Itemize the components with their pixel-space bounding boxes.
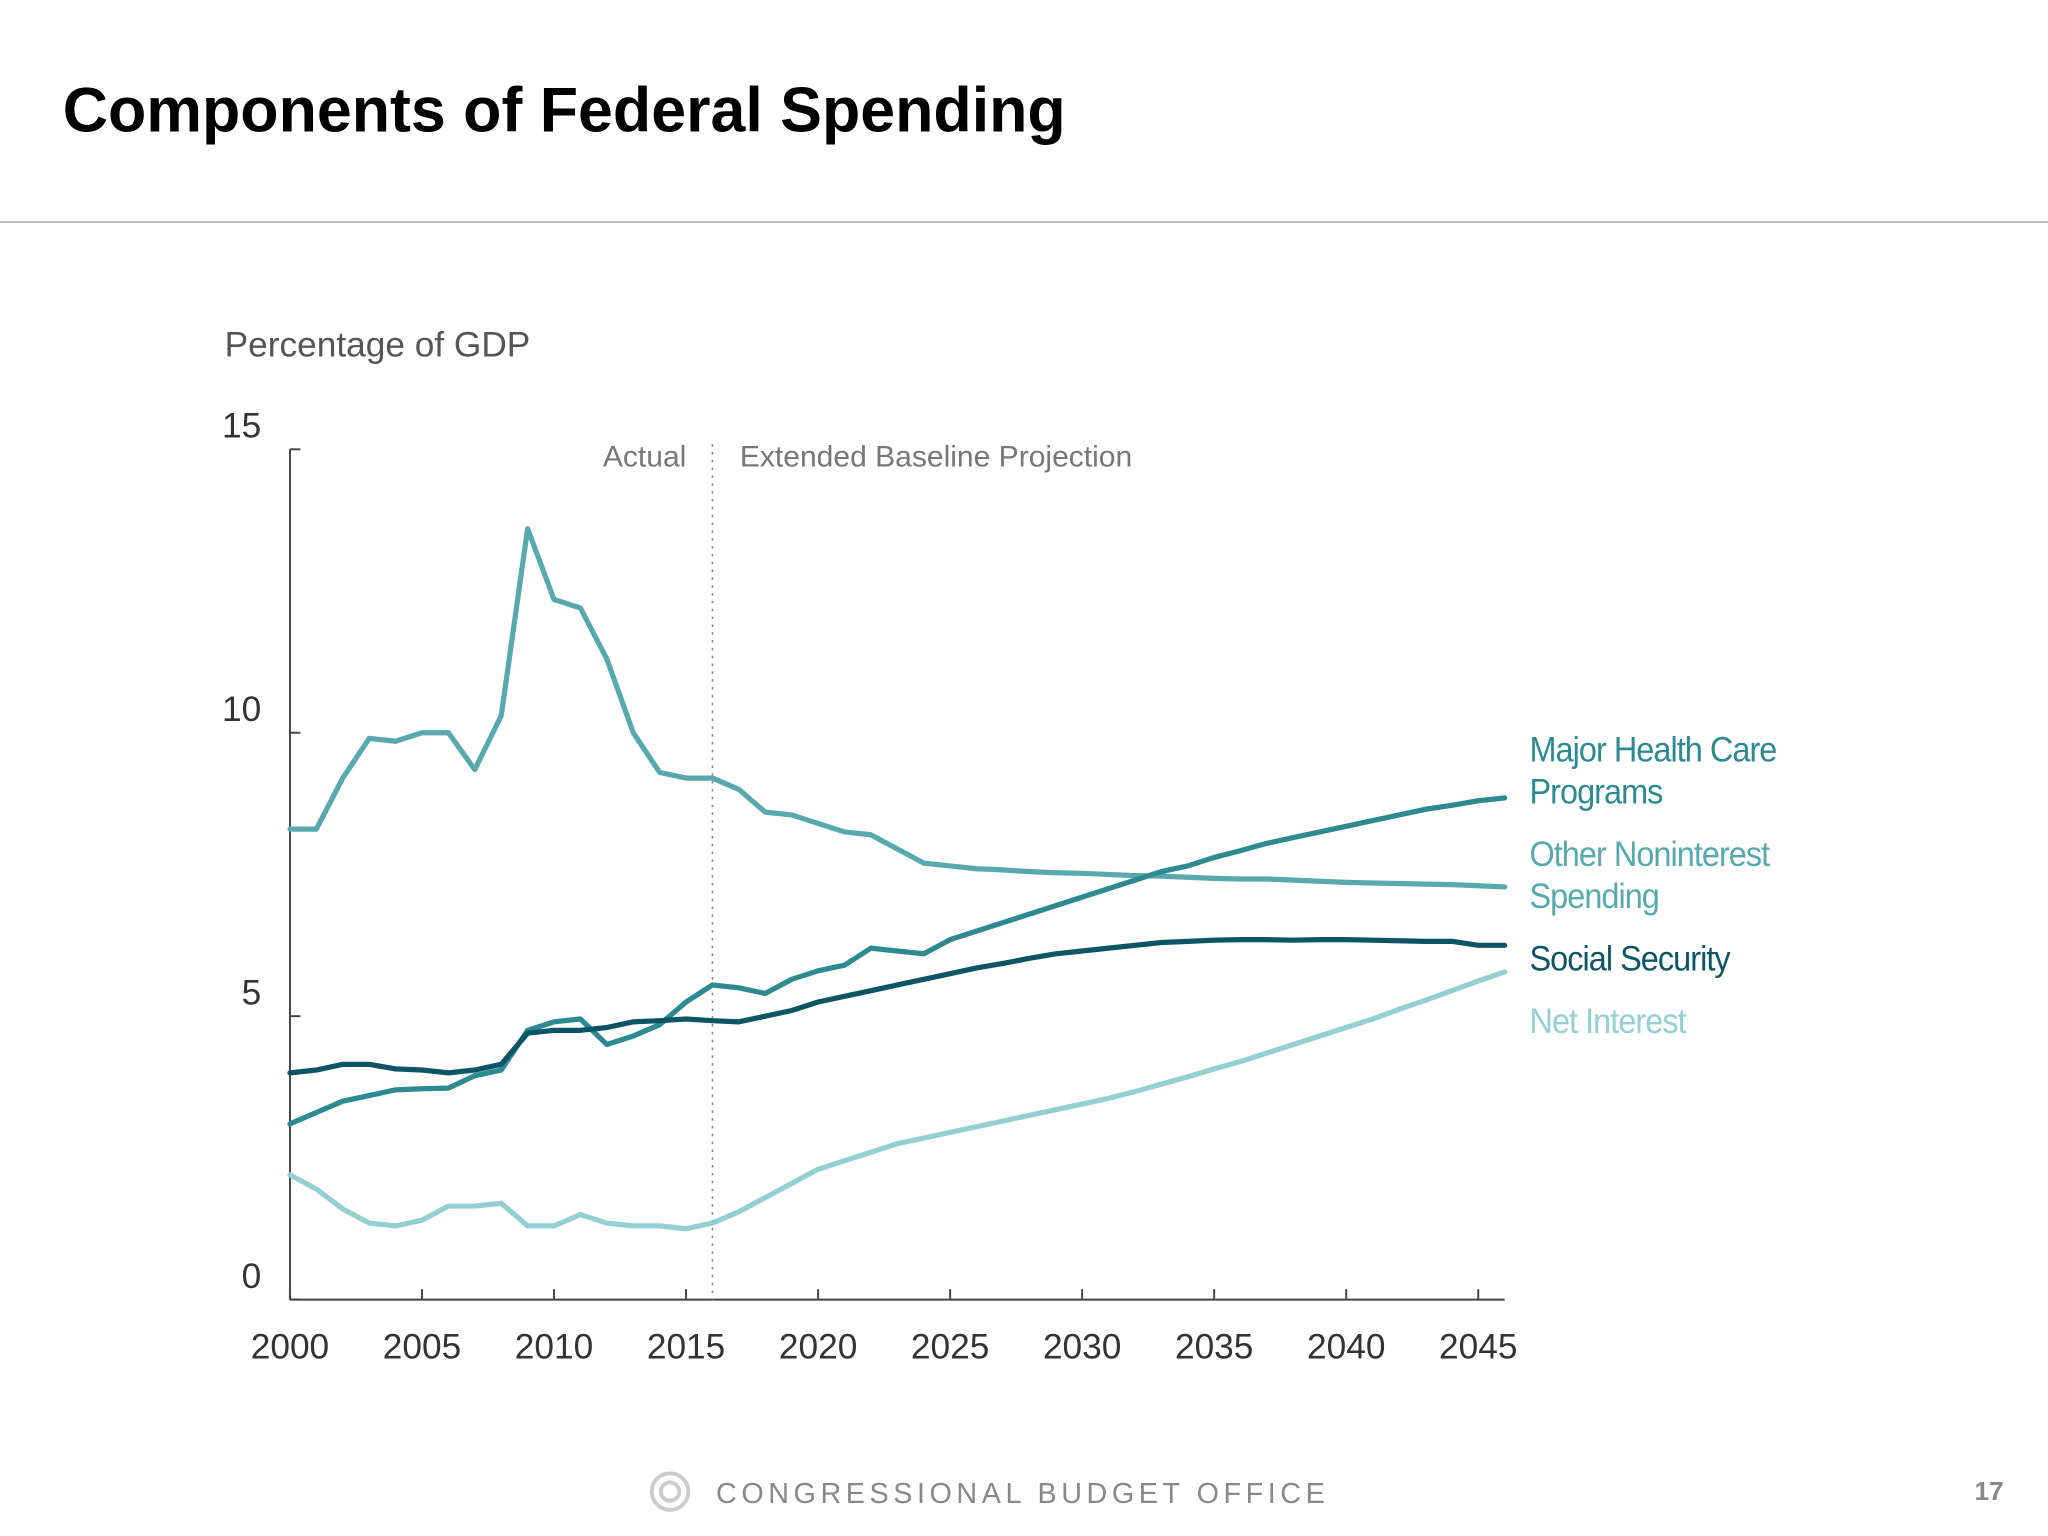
legend-label: Major Health Care Programs <box>1529 730 1777 812</box>
x-tick-label: 2000 <box>251 1328 329 1367</box>
annotation: Extended Baseline Projection <box>740 440 1132 473</box>
annotation: Actual <box>603 440 686 473</box>
legend-wrap: Major Health Care Programs <box>1529 730 1777 812</box>
series-line <box>287 969 1508 1232</box>
legend-wrap: Other Noninterest Spending <box>1529 834 1770 916</box>
footer-logo <box>649 1471 691 1512</box>
x-tick-label: 2040 <box>1307 1328 1385 1367</box>
y-tick-label: 15 <box>222 407 261 446</box>
x-tick-label: 2025 <box>911 1328 989 1367</box>
legend-label: Social Security <box>1529 939 1730 979</box>
series-line <box>287 937 1508 1076</box>
x-tick-label: 2010 <box>515 1328 593 1367</box>
x-tick-label: 2020 <box>779 1328 857 1367</box>
legend-wrap: Net Interest <box>1529 1001 1686 1041</box>
x-tick-label: 2030 <box>1043 1328 1121 1367</box>
y-tick-label: 0 <box>242 1257 262 1296</box>
series-line <box>287 795 1508 1127</box>
x-tick-label: 2005 <box>383 1328 461 1367</box>
y-axis-label: Percentage of GDP <box>225 326 531 365</box>
page-number: 17 <box>1975 1476 2004 1506</box>
series-line <box>287 526 1508 890</box>
x-tick-label: 2015 <box>647 1328 725 1367</box>
y-tick-label: 5 <box>242 974 262 1013</box>
x-tick-label: 2035 <box>1175 1328 1253 1367</box>
legend-wrap: Social Security <box>1529 939 1730 979</box>
legend-label: Net Interest <box>1529 1001 1686 1041</box>
x-tick-label: 2045 <box>1439 1328 1517 1367</box>
legend-label: Other Noninterest Spending <box>1529 834 1770 916</box>
slide-title: Components of Federal Spending <box>63 76 1066 146</box>
y-tick-label: 10 <box>222 690 261 729</box>
footer: CONGRESSIONAL BUDGET OFFICE <box>716 1478 1329 1510</box>
